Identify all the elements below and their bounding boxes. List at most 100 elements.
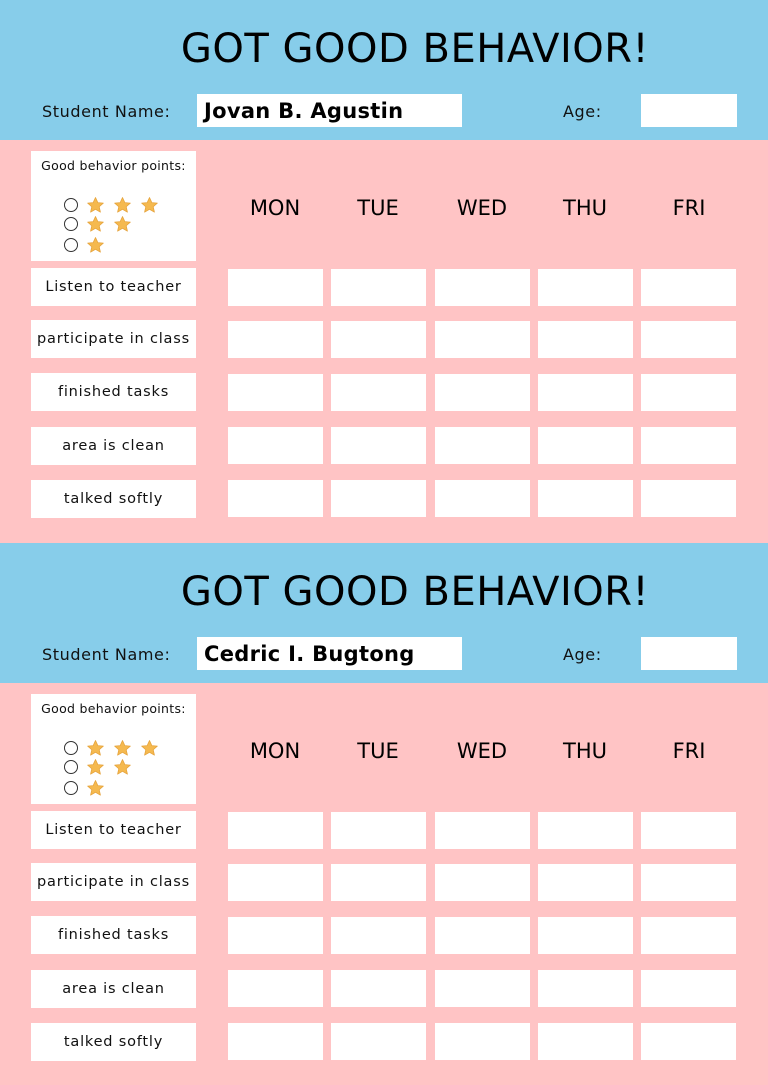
score-cell-wed-5[interactable] <box>435 480 530 517</box>
points-legend: Good behavior points: <box>31 694 196 804</box>
star-icon <box>113 739 132 758</box>
behavior-label-listen: Listen to teacher <box>31 811 196 849</box>
score-cell-mon-2[interactable] <box>228 864 323 901</box>
student-name-field[interactable]: Jovan B. Agustin <box>197 94 462 127</box>
score-cell-wed-1[interactable] <box>435 812 530 849</box>
score-cell-thu-5[interactable] <box>538 1023 633 1060</box>
checkbox-circle-icon[interactable] <box>64 781 78 795</box>
star-icon <box>86 739 105 758</box>
score-cell-mon-4[interactable] <box>228 970 323 1007</box>
student-name-field[interactable]: Cedric I. Bugtong <box>197 637 462 670</box>
chart-header: GOT GOOD BEHAVIOR! Student Name: Cedric … <box>0 543 768 683</box>
score-cell-mon-3[interactable] <box>228 917 323 954</box>
age-label: Age: <box>563 102 602 121</box>
score-cell-tue-1[interactable] <box>331 812 426 849</box>
chart-title: GOT GOOD BEHAVIOR! <box>180 569 650 615</box>
score-cell-thu-1[interactable] <box>538 269 633 306</box>
chart-body: Good behavior points: MON TUE WED THU FR… <box>0 683 768 1085</box>
star-icon <box>86 236 105 255</box>
day-header-thu: THU <box>563 739 607 763</box>
score-cell-tue-4[interactable] <box>331 427 426 464</box>
checkbox-circle-icon[interactable] <box>64 741 78 755</box>
checkbox-circle-icon[interactable] <box>64 760 78 774</box>
checkbox-circle-icon[interactable] <box>64 198 78 212</box>
score-cell-mon-4[interactable] <box>228 427 323 464</box>
score-cell-wed-3[interactable] <box>435 917 530 954</box>
student-name-label: Student Name: <box>42 645 171 664</box>
score-cell-thu-3[interactable] <box>538 917 633 954</box>
points-legend: Good behavior points: <box>31 151 196 261</box>
score-cell-tue-4[interactable] <box>331 970 426 1007</box>
day-header-mon: MON <box>249 739 301 763</box>
score-cell-wed-4[interactable] <box>435 427 530 464</box>
star-icon <box>86 215 105 234</box>
score-cell-fri-5[interactable] <box>641 1023 736 1060</box>
score-cell-thu-5[interactable] <box>538 480 633 517</box>
checkbox-circle-icon[interactable] <box>64 217 78 231</box>
score-cell-fri-1[interactable] <box>641 269 736 306</box>
score-cell-fri-3[interactable] <box>641 917 736 954</box>
score-cell-tue-3[interactable] <box>331 917 426 954</box>
star-icon <box>86 196 105 215</box>
day-header-tue: TUE <box>357 196 399 220</box>
star-icon <box>113 196 132 215</box>
score-cell-mon-2[interactable] <box>228 321 323 358</box>
day-header-fri: FRI <box>672 196 706 220</box>
score-cell-tue-5[interactable] <box>331 1023 426 1060</box>
checkbox-circle-icon[interactable] <box>64 238 78 252</box>
score-cell-mon-1[interactable] <box>228 269 323 306</box>
star-icon <box>113 758 132 777</box>
star-icon <box>86 758 105 777</box>
star-icon <box>86 779 105 798</box>
star-icon <box>140 739 159 758</box>
age-field[interactable] <box>641 94 737 127</box>
score-cell-thu-3[interactable] <box>538 374 633 411</box>
behavior-label-finished: finished tasks <box>31 916 196 954</box>
score-cell-tue-1[interactable] <box>331 269 426 306</box>
score-cell-mon-5[interactable] <box>228 1023 323 1060</box>
day-header-wed: WED <box>456 196 508 220</box>
score-cell-thu-2[interactable] <box>538 864 633 901</box>
score-cell-wed-4[interactable] <box>435 970 530 1007</box>
score-cell-fri-1[interactable] <box>641 812 736 849</box>
day-header-thu: THU <box>563 196 607 220</box>
score-cell-mon-5[interactable] <box>228 480 323 517</box>
score-cell-wed-3[interactable] <box>435 374 530 411</box>
age-label: Age: <box>563 645 602 664</box>
score-cell-tue-2[interactable] <box>331 321 426 358</box>
behavior-label-softly: talked softly <box>31 1023 196 1061</box>
legend-title: Good behavior points: <box>41 701 186 716</box>
behavior-label-softly: talked softly <box>31 480 196 518</box>
score-cell-tue-3[interactable] <box>331 374 426 411</box>
day-header-tue: TUE <box>357 739 399 763</box>
day-header-mon: MON <box>249 196 301 220</box>
score-cell-fri-5[interactable] <box>641 480 736 517</box>
star-icon <box>113 215 132 234</box>
score-cell-wed-2[interactable] <box>435 321 530 358</box>
behavior-label-finished: finished tasks <box>31 373 196 411</box>
age-field[interactable] <box>641 637 737 670</box>
score-cell-fri-2[interactable] <box>641 864 736 901</box>
student-name-label: Student Name: <box>42 102 171 121</box>
score-cell-wed-1[interactable] <box>435 269 530 306</box>
score-cell-thu-4[interactable] <box>538 427 633 464</box>
behavior-label-listen: Listen to teacher <box>31 268 196 306</box>
score-cell-wed-5[interactable] <box>435 1023 530 1060</box>
score-cell-thu-4[interactable] <box>538 970 633 1007</box>
score-cell-mon-1[interactable] <box>228 812 323 849</box>
score-cell-thu-1[interactable] <box>538 812 633 849</box>
chart-body: Good behavior points: MON TUE WED THU FR… <box>0 140 768 542</box>
score-cell-fri-4[interactable] <box>641 427 736 464</box>
day-header-fri: FRI <box>672 739 706 763</box>
score-cell-tue-2[interactable] <box>331 864 426 901</box>
score-cell-fri-2[interactable] <box>641 321 736 358</box>
behavior-label-participate: participate in class <box>31 320 196 358</box>
score-cell-tue-5[interactable] <box>331 480 426 517</box>
behavior-label-clean: area is clean <box>31 970 196 1008</box>
score-cell-thu-2[interactable] <box>538 321 633 358</box>
score-cell-fri-4[interactable] <box>641 970 736 1007</box>
score-cell-wed-2[interactable] <box>435 864 530 901</box>
score-cell-fri-3[interactable] <box>641 374 736 411</box>
legend-title: Good behavior points: <box>41 158 186 173</box>
score-cell-mon-3[interactable] <box>228 374 323 411</box>
